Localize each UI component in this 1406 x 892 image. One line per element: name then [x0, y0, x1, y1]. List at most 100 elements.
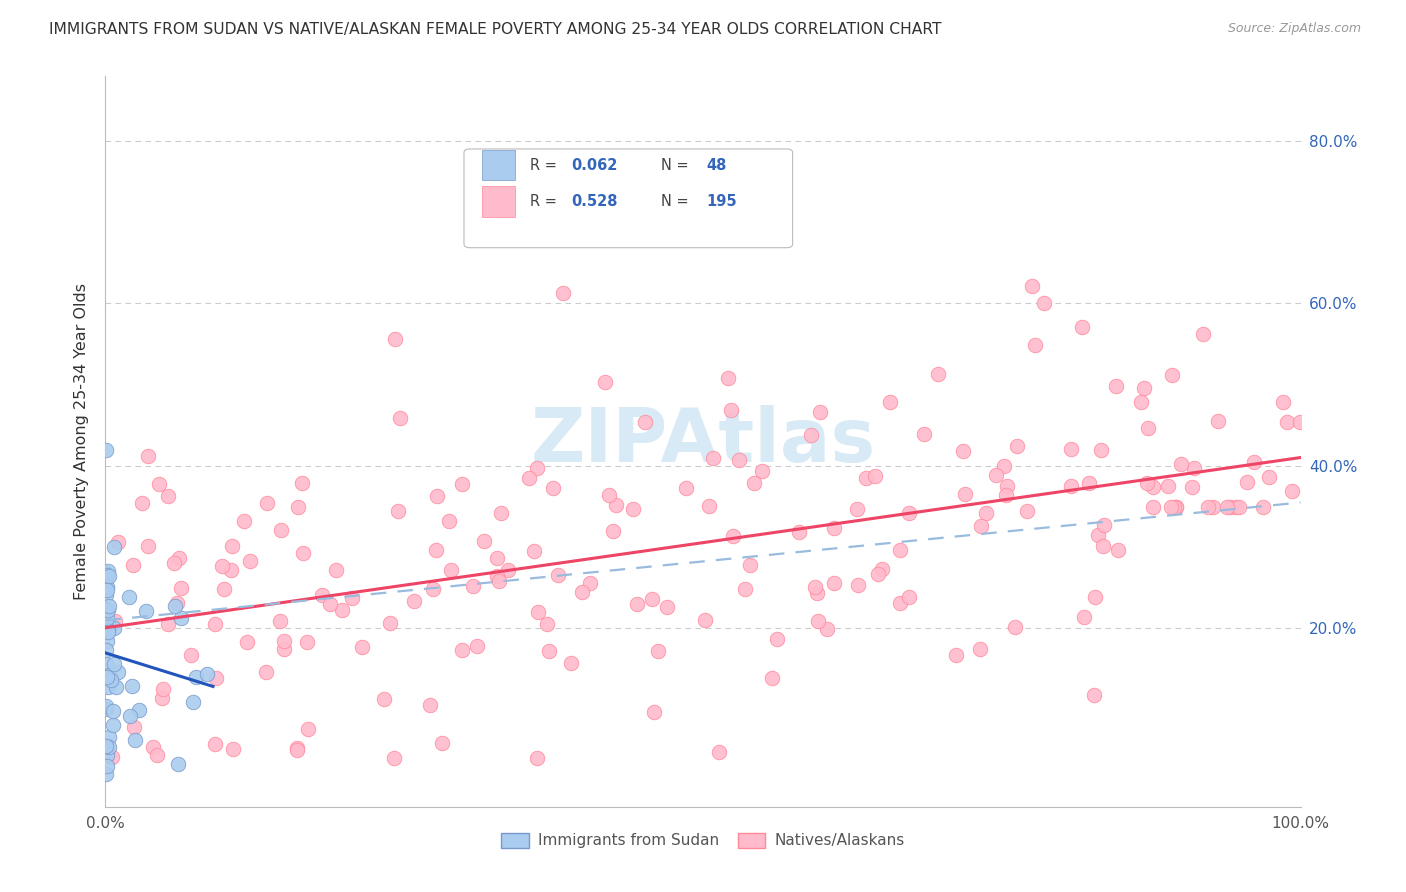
- Point: [426, 489, 449, 503]
- Point: [96, 748, 118, 763]
- Point: [136, 539, 159, 553]
- Legend: Immigrants from Sudan, Natives/Alaskans: Immigrants from Sudan, Natives/Alaskans: [495, 827, 911, 855]
- Point: [1257, 470, 1279, 484]
- Point: [167, 550, 190, 565]
- Point: [605, 499, 627, 513]
- Point: [1092, 517, 1115, 532]
- Point: [384, 332, 406, 346]
- Point: [1105, 379, 1128, 393]
- Text: R =: R =: [530, 158, 561, 172]
- Point: [621, 501, 644, 516]
- Point: [131, 496, 153, 510]
- Point: [702, 451, 724, 466]
- Point: [297, 722, 319, 736]
- Point: [1087, 528, 1109, 542]
- Point: [295, 635, 318, 649]
- Point: [136, 449, 159, 463]
- Point: [97, 569, 120, 583]
- Point: [1164, 500, 1187, 514]
- Point: [378, 616, 401, 631]
- Point: [1163, 500, 1185, 514]
- Point: [97, 564, 120, 578]
- Text: ZIPAtlas: ZIPAtlas: [530, 405, 876, 478]
- Point: [993, 458, 1015, 473]
- Point: [236, 635, 259, 649]
- Point: [486, 551, 509, 566]
- Point: [97, 680, 120, 694]
- Point: [96, 589, 118, 603]
- Point: [239, 554, 262, 568]
- Point: [547, 567, 569, 582]
- Point: [291, 546, 314, 560]
- Point: [1091, 539, 1114, 553]
- Point: [1157, 479, 1180, 493]
- Point: [222, 742, 245, 756]
- Point: [134, 604, 156, 618]
- Point: [319, 597, 342, 611]
- Point: [170, 611, 193, 625]
- Point: [387, 504, 409, 518]
- Point: [1078, 475, 1101, 490]
- Point: [437, 514, 460, 528]
- Point: [96, 582, 118, 597]
- Point: [94, 642, 117, 657]
- Point: [578, 575, 600, 590]
- Point: [1090, 443, 1112, 458]
- Point: [889, 542, 911, 557]
- Point: [872, 562, 894, 576]
- Point: [593, 375, 616, 389]
- Point: [96, 759, 118, 773]
- Point: [157, 616, 180, 631]
- Point: [152, 681, 174, 696]
- Point: [1060, 442, 1083, 456]
- Point: [96, 580, 118, 594]
- Point: [97, 730, 120, 744]
- Point: [560, 656, 582, 670]
- Point: [728, 453, 751, 467]
- Point: [205, 671, 228, 685]
- Point: [969, 642, 991, 657]
- Text: 0.528: 0.528: [571, 194, 619, 209]
- Point: [118, 590, 141, 604]
- Point: [1251, 500, 1274, 514]
- Point: [720, 402, 742, 417]
- Point: [571, 585, 593, 599]
- Point: [270, 523, 292, 537]
- Point: [166, 596, 188, 610]
- Point: [146, 747, 169, 762]
- Point: [204, 617, 226, 632]
- Point: [440, 563, 463, 577]
- Point: [273, 641, 295, 656]
- Point: [855, 471, 877, 485]
- Point: [866, 567, 889, 582]
- Point: [422, 582, 444, 597]
- Point: [1073, 609, 1095, 624]
- Point: [952, 444, 974, 458]
- Point: [121, 678, 143, 692]
- Point: [953, 487, 976, 501]
- Point: [100, 673, 122, 687]
- Point: [738, 558, 761, 573]
- Text: 0.062: 0.062: [571, 158, 617, 172]
- Point: [287, 500, 309, 514]
- Point: [1160, 368, 1182, 382]
- Point: [846, 578, 869, 592]
- Point: [340, 591, 363, 606]
- Point: [927, 367, 949, 381]
- Point: [1083, 688, 1105, 702]
- Point: [1160, 500, 1182, 514]
- Point: [526, 605, 548, 619]
- Point: [751, 465, 773, 479]
- Point: [485, 569, 508, 583]
- Text: N =: N =: [661, 194, 693, 209]
- Point: [823, 521, 845, 535]
- Point: [807, 615, 830, 629]
- Point: [97, 599, 120, 613]
- Point: [1202, 500, 1225, 514]
- Point: [170, 581, 193, 595]
- Point: [96, 611, 118, 625]
- Point: [105, 680, 128, 694]
- Point: [285, 743, 308, 757]
- Point: [96, 670, 118, 684]
- Point: [124, 732, 146, 747]
